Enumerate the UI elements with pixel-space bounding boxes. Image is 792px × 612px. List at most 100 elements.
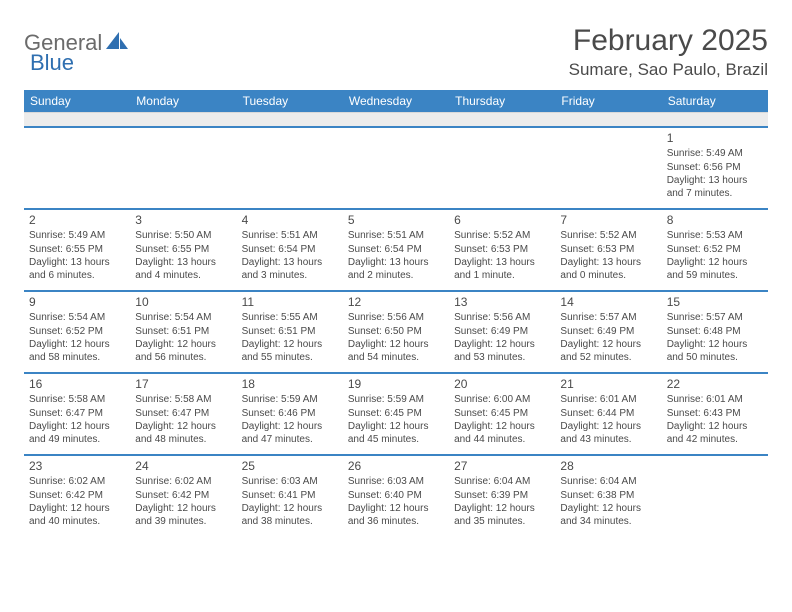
- weekday-header: Tuesday: [237, 90, 343, 112]
- sunrise-text: Sunrise: 5:49 AM: [667, 148, 763, 161]
- daylight-text: Daylight: 13 hours and 2 minutes.: [348, 257, 444, 282]
- title-block: February 2025 Sumare, Sao Paulo, Brazil: [569, 24, 768, 80]
- daylight-text: Daylight: 13 hours and 1 minute.: [454, 257, 550, 282]
- sunrise-text: Sunrise: 5:58 AM: [29, 394, 125, 407]
- week-row: 1Sunrise: 5:49 AMSunset: 6:56 PMDaylight…: [24, 126, 768, 208]
- sunrise-text: Sunrise: 6:04 AM: [560, 476, 656, 489]
- daylight-text: Daylight: 12 hours and 55 minutes.: [242, 339, 338, 364]
- weekday-header: Wednesday: [343, 90, 449, 112]
- day-number: 9: [29, 295, 125, 310]
- day-number: 24: [135, 459, 231, 474]
- day-cell: 23Sunrise: 6:02 AMSunset: 6:42 PMDayligh…: [24, 456, 130, 536]
- daylight-text: Daylight: 12 hours and 54 minutes.: [348, 339, 444, 364]
- day-number: 13: [454, 295, 550, 310]
- daylight-text: Daylight: 12 hours and 34 minutes.: [560, 503, 656, 528]
- day-number: 19: [348, 377, 444, 392]
- daylight-text: Daylight: 12 hours and 59 minutes.: [667, 257, 763, 282]
- day-number: 18: [242, 377, 338, 392]
- sunrise-text: Sunrise: 6:01 AM: [560, 394, 656, 407]
- day-number: 27: [454, 459, 550, 474]
- brand-sail-icon: [106, 32, 128, 55]
- daylight-text: Daylight: 12 hours and 42 minutes.: [667, 421, 763, 446]
- sunset-text: Sunset: 6:49 PM: [454, 326, 550, 339]
- sunset-text: Sunset: 6:52 PM: [667, 244, 763, 257]
- day-number: 25: [242, 459, 338, 474]
- daylight-text: Daylight: 12 hours and 44 minutes.: [454, 421, 550, 446]
- sunrise-text: Sunrise: 5:55 AM: [242, 312, 338, 325]
- empty-day-cell: [130, 128, 236, 208]
- day-cell: 26Sunrise: 6:03 AMSunset: 6:40 PMDayligh…: [343, 456, 449, 536]
- sunrise-text: Sunrise: 6:03 AM: [348, 476, 444, 489]
- day-cell: 2Sunrise: 5:49 AMSunset: 6:55 PMDaylight…: [24, 210, 130, 290]
- sunset-text: Sunset: 6:53 PM: [454, 244, 550, 257]
- sunrise-text: Sunrise: 5:58 AM: [135, 394, 231, 407]
- sunrise-text: Sunrise: 5:49 AM: [29, 230, 125, 243]
- daylight-text: Daylight: 12 hours and 58 minutes.: [29, 339, 125, 364]
- sunrise-text: Sunrise: 5:54 AM: [135, 312, 231, 325]
- day-cell: 3Sunrise: 5:50 AMSunset: 6:55 PMDaylight…: [130, 210, 236, 290]
- sunset-text: Sunset: 6:39 PM: [454, 490, 550, 503]
- location: Sumare, Sao Paulo, Brazil: [569, 60, 768, 80]
- day-number: 21: [560, 377, 656, 392]
- sunrise-text: Sunrise: 5:53 AM: [667, 230, 763, 243]
- brand-text-2: Blue: [30, 50, 74, 75]
- day-number: 15: [667, 295, 763, 310]
- day-cell: 5Sunrise: 5:51 AMSunset: 6:54 PMDaylight…: [343, 210, 449, 290]
- sunset-text: Sunset: 6:46 PM: [242, 408, 338, 421]
- day-cell: 22Sunrise: 6:01 AMSunset: 6:43 PMDayligh…: [662, 374, 768, 454]
- header: General February 2025 Sumare, Sao Paulo,…: [24, 24, 768, 80]
- day-cell: 8Sunrise: 5:53 AMSunset: 6:52 PMDaylight…: [662, 210, 768, 290]
- day-cell: 17Sunrise: 5:58 AMSunset: 6:47 PMDayligh…: [130, 374, 236, 454]
- day-cell: 4Sunrise: 5:51 AMSunset: 6:54 PMDaylight…: [237, 210, 343, 290]
- sunset-text: Sunset: 6:51 PM: [135, 326, 231, 339]
- filler-row: [24, 112, 768, 126]
- empty-day-cell: [237, 128, 343, 208]
- empty-day-cell: [24, 128, 130, 208]
- day-cell: 15Sunrise: 5:57 AMSunset: 6:48 PMDayligh…: [662, 292, 768, 372]
- sunset-text: Sunset: 6:42 PM: [29, 490, 125, 503]
- sunset-text: Sunset: 6:55 PM: [135, 244, 231, 257]
- daylight-text: Daylight: 13 hours and 0 minutes.: [560, 257, 656, 282]
- day-number: 1: [667, 131, 763, 146]
- day-number: 6: [454, 213, 550, 228]
- day-number: 28: [560, 459, 656, 474]
- empty-day-cell: [555, 128, 661, 208]
- sunset-text: Sunset: 6:47 PM: [135, 408, 231, 421]
- day-cell: 9Sunrise: 5:54 AMSunset: 6:52 PMDaylight…: [24, 292, 130, 372]
- daylight-text: Daylight: 12 hours and 36 minutes.: [348, 503, 444, 528]
- sunset-text: Sunset: 6:54 PM: [348, 244, 444, 257]
- day-number: 12: [348, 295, 444, 310]
- calendar: SundayMondayTuesdayWednesdayThursdayFrid…: [24, 90, 768, 536]
- sunset-text: Sunset: 6:52 PM: [29, 326, 125, 339]
- sunset-text: Sunset: 6:55 PM: [29, 244, 125, 257]
- daylight-text: Daylight: 12 hours and 49 minutes.: [29, 421, 125, 446]
- day-cell: 16Sunrise: 5:58 AMSunset: 6:47 PMDayligh…: [24, 374, 130, 454]
- daylight-text: Daylight: 12 hours and 35 minutes.: [454, 503, 550, 528]
- day-number: 10: [135, 295, 231, 310]
- week-row: 2Sunrise: 5:49 AMSunset: 6:55 PMDaylight…: [24, 208, 768, 290]
- daylight-text: Daylight: 12 hours and 50 minutes.: [667, 339, 763, 364]
- weekday-header: Monday: [130, 90, 236, 112]
- day-cell: 18Sunrise: 5:59 AMSunset: 6:46 PMDayligh…: [237, 374, 343, 454]
- sunrise-text: Sunrise: 6:04 AM: [454, 476, 550, 489]
- day-number: 2: [29, 213, 125, 228]
- day-cell: 28Sunrise: 6:04 AMSunset: 6:38 PMDayligh…: [555, 456, 661, 536]
- sunset-text: Sunset: 6:56 PM: [667, 162, 763, 175]
- sunset-text: Sunset: 6:47 PM: [29, 408, 125, 421]
- day-number: 23: [29, 459, 125, 474]
- daylight-text: Daylight: 13 hours and 3 minutes.: [242, 257, 338, 282]
- daylight-text: Daylight: 12 hours and 47 minutes.: [242, 421, 338, 446]
- day-cell: 24Sunrise: 6:02 AMSunset: 6:42 PMDayligh…: [130, 456, 236, 536]
- day-cell: 1Sunrise: 5:49 AMSunset: 6:56 PMDaylight…: [662, 128, 768, 208]
- day-number: 26: [348, 459, 444, 474]
- sunset-text: Sunset: 6:49 PM: [560, 326, 656, 339]
- weekday-header: Saturday: [662, 90, 768, 112]
- empty-day-cell: [343, 128, 449, 208]
- day-number: 14: [560, 295, 656, 310]
- day-cell: 6Sunrise: 5:52 AMSunset: 6:53 PMDaylight…: [449, 210, 555, 290]
- sunset-text: Sunset: 6:54 PM: [242, 244, 338, 257]
- weekday-header: Sunday: [24, 90, 130, 112]
- sunrise-text: Sunrise: 5:52 AM: [560, 230, 656, 243]
- empty-day-cell: [449, 128, 555, 208]
- day-cell: 19Sunrise: 5:59 AMSunset: 6:45 PMDayligh…: [343, 374, 449, 454]
